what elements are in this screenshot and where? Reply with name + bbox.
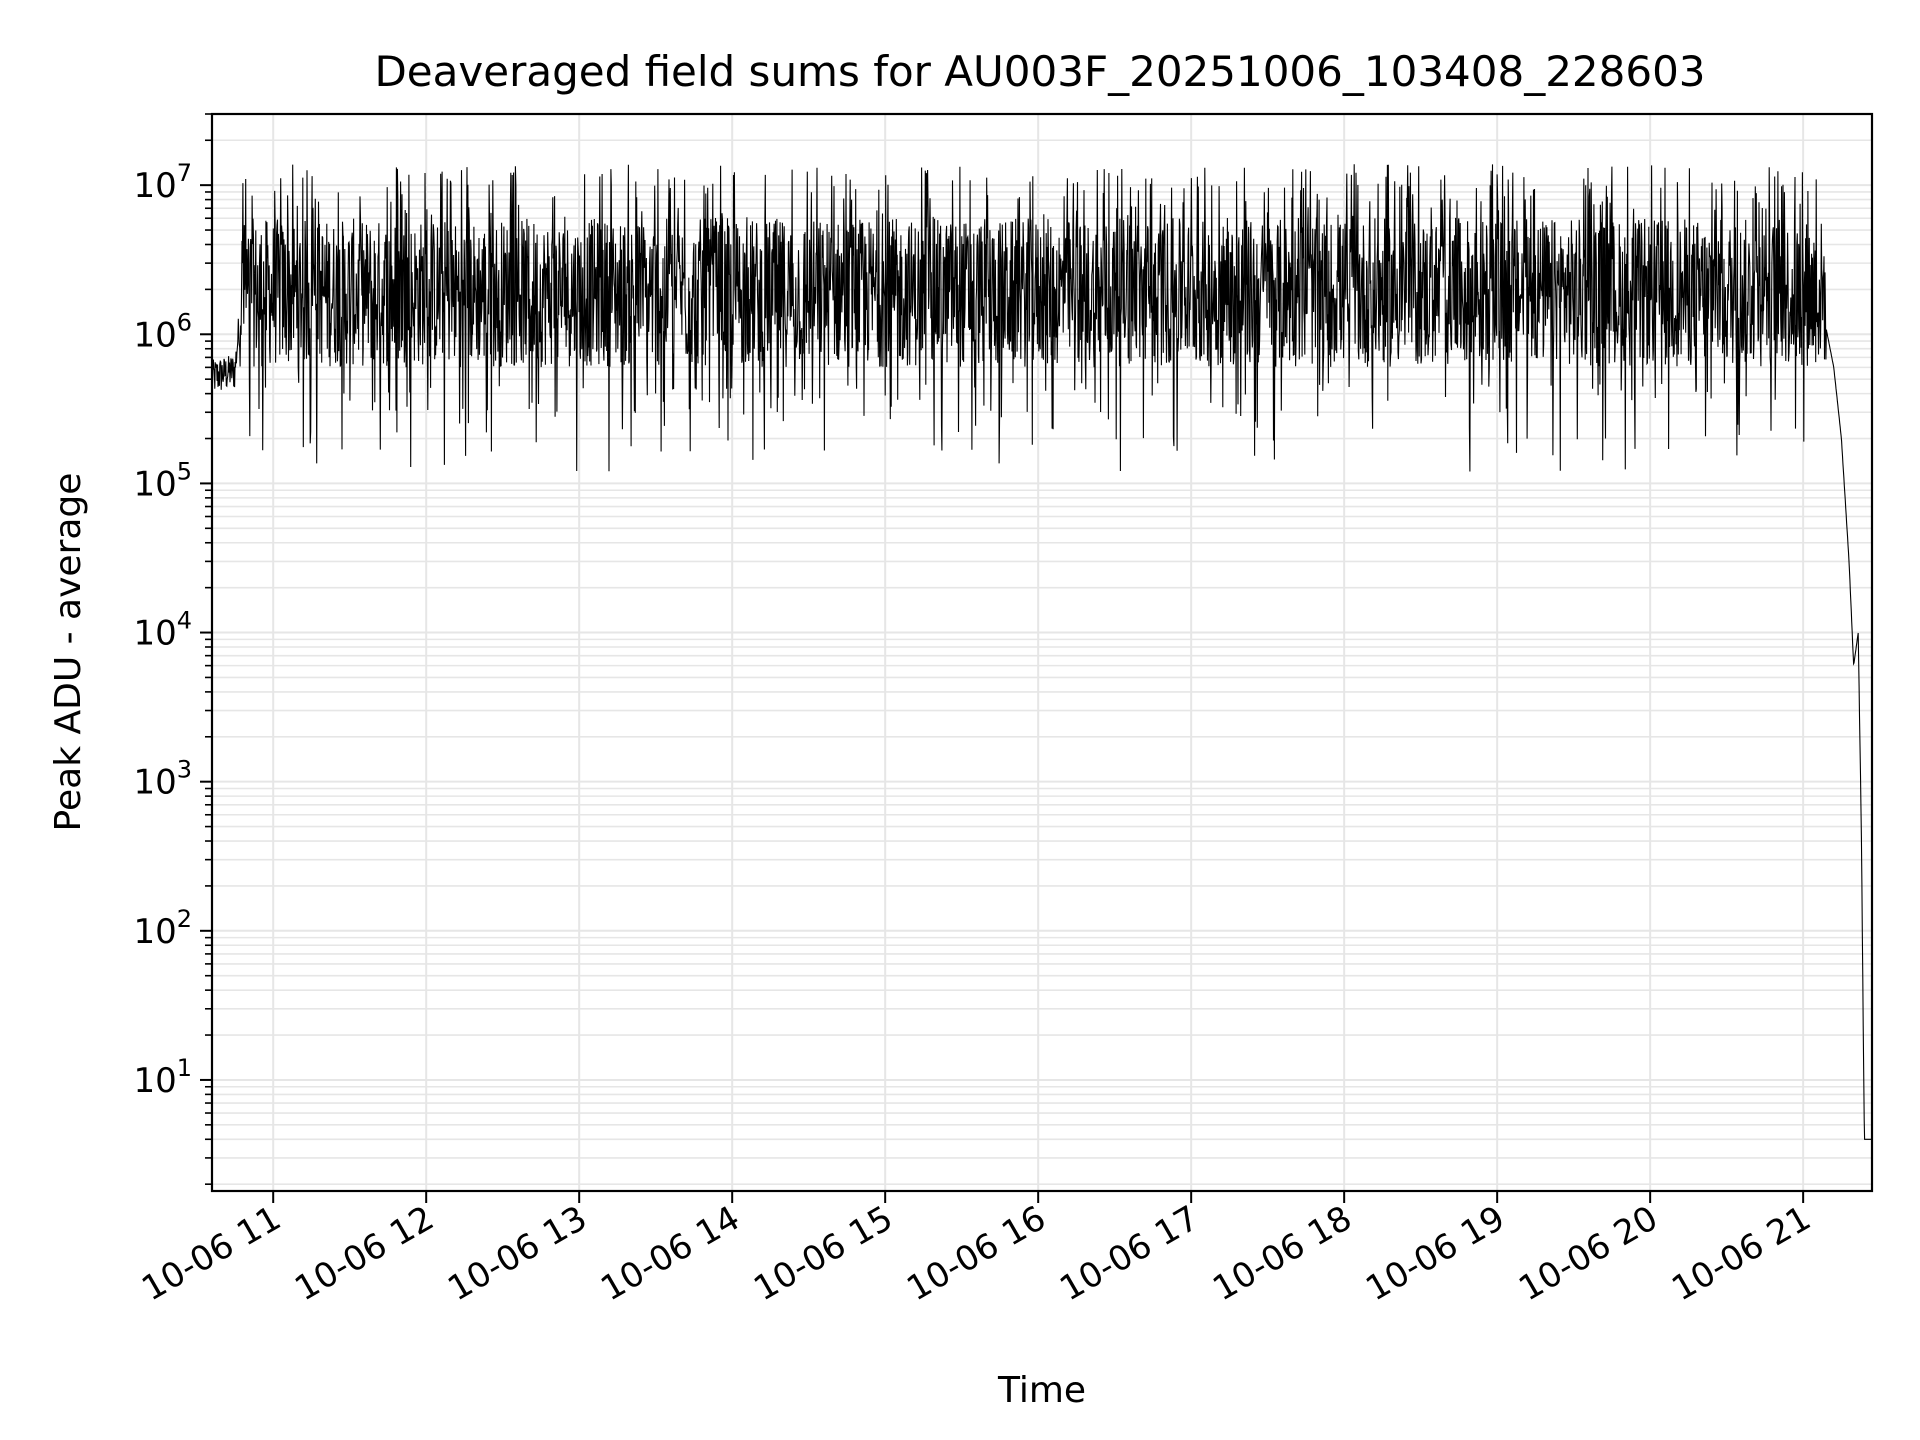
y-tick-exponent: 1 bbox=[177, 1054, 192, 1082]
y-tick-base: 10 bbox=[133, 912, 176, 952]
x-axis-label: Time bbox=[997, 1370, 1086, 1411]
y-tick-base: 10 bbox=[133, 763, 176, 803]
y-tick-exponent: 3 bbox=[177, 756, 192, 784]
y-tick-exponent: 4 bbox=[177, 607, 192, 635]
y-tick-label: 106 bbox=[133, 308, 192, 355]
y-tick-base: 10 bbox=[133, 614, 176, 654]
y-tick-label: 107 bbox=[133, 159, 192, 206]
y-tick-exponent: 7 bbox=[177, 159, 192, 187]
y-tick-exponent: 5 bbox=[177, 457, 192, 485]
y-tick-label: 102 bbox=[133, 905, 192, 952]
y-tick-label: 101 bbox=[133, 1054, 192, 1101]
data-series bbox=[211, 164, 1872, 1140]
y-tick-base: 10 bbox=[133, 315, 176, 355]
y-tick-base: 10 bbox=[133, 1061, 176, 1101]
y-axis-label: Peak ADU - average bbox=[48, 473, 89, 832]
y-tick-exponent: 6 bbox=[177, 308, 192, 336]
series-line bbox=[211, 164, 1872, 1140]
y-tick-base: 10 bbox=[133, 166, 176, 206]
y-tick-label: 105 bbox=[133, 457, 192, 504]
y-tick-label: 103 bbox=[133, 756, 192, 803]
y-tick-base: 10 bbox=[133, 464, 176, 504]
chart-title: Deaveraged field sums for AU003F_2025100… bbox=[374, 47, 1705, 96]
y-tick-label: 104 bbox=[133, 607, 192, 654]
y-tick-exponent: 2 bbox=[177, 905, 192, 933]
plot-frame bbox=[210, 112, 1874, 1193]
